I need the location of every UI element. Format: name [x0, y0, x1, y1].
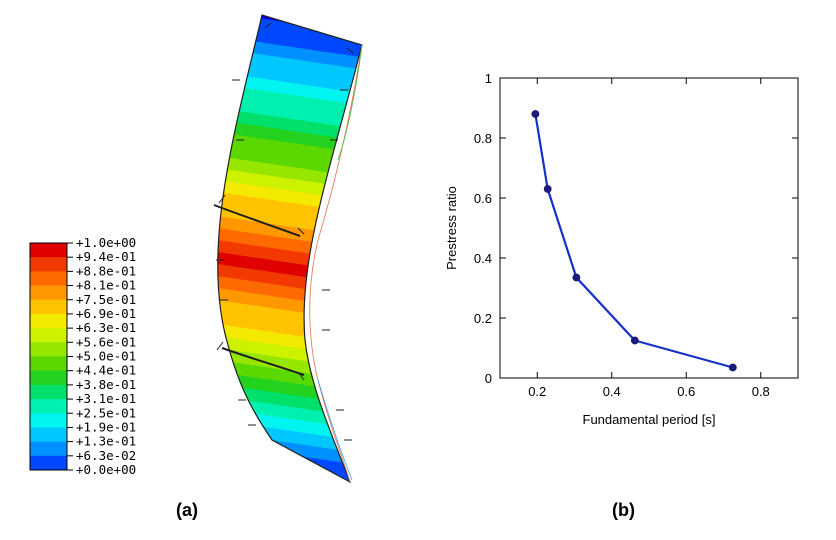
y-tick-label: 0.8 [474, 131, 492, 146]
legend-label: +5.6e-01 [76, 334, 136, 349]
legend-label: +7.5e-01 [76, 292, 136, 307]
legend-label: +1.3e-01 [76, 434, 136, 449]
data-point [572, 273, 581, 282]
panel-b-caption: (b) [612, 500, 635, 520]
legend-label: +8.1e-01 [76, 278, 136, 293]
legend-swatch [30, 285, 67, 301]
data-point [728, 363, 737, 372]
legend-label: +4.4e-01 [76, 363, 136, 378]
legend-swatch [30, 441, 67, 457]
panel-a-caption: (a) [176, 500, 198, 520]
data-point [543, 185, 552, 193]
legend-label: +6.9e-01 [76, 306, 136, 321]
series-points [531, 110, 737, 372]
prestress-ratio-chart: 0 0.2 0.4 0.6 0.8 1 0.2 0.4 0.6 0.8 Fundamental … [444, 71, 799, 427]
y-tick-label: 0.4 [474, 251, 492, 266]
legend-label: +9.4e-01 [76, 249, 136, 264]
y-tick-label: 0 [485, 371, 492, 386]
y-tick-label: 0.2 [474, 311, 492, 326]
legend-swatch [30, 370, 67, 386]
legend-label: +6.3e-01 [76, 320, 136, 335]
y-tick-label: 1 [485, 71, 492, 86]
x-tick-label: 0.6 [677, 384, 695, 399]
x-tick-label: 0.2 [528, 384, 546, 399]
legend-swatch [30, 257, 67, 272]
series-line [534, 113, 734, 369]
legend-swatch [30, 243, 67, 258]
legend-label: +1.0e+00 [76, 235, 136, 250]
contour-plot-panel: +1.0e+00+9.4e-01+8.8e-01+8.1e-01+7.5e-01… [29, 14, 363, 484]
y-tick-label: 0.6 [474, 191, 492, 206]
x-tick-label: 0.4 [603, 384, 621, 399]
data-point [531, 110, 540, 118]
x-tick-label: 0.8 [752, 384, 770, 399]
legend-label: +3.1e-01 [76, 391, 136, 406]
legend-label: +8.8e-01 [76, 263, 136, 278]
legend-label: +6.3e-02 [76, 448, 136, 463]
legend-swatch [30, 299, 67, 315]
legend-label: +2.5e-01 [76, 405, 136, 420]
legend-label: +3.8e-01 [76, 377, 136, 392]
legend-swatch [30, 271, 67, 287]
legend-swatch [30, 356, 67, 372]
deformed-shell-model [213, 14, 363, 484]
y-axis: 0 0.2 0.4 0.6 0.8 1 [474, 71, 798, 386]
legend-swatch [30, 328, 67, 343]
data-point [630, 336, 639, 345]
color-legend: +1.0e+00+9.4e-01+8.8e-01+8.1e-01+7.5e-01… [29, 235, 136, 477]
legend-swatch [30, 455, 67, 471]
legend-label: +1.9e-01 [76, 419, 136, 434]
legend-swatch [30, 427, 67, 443]
plot-frame [499, 77, 799, 379]
y-axis-label: Prestress ratio [444, 186, 459, 270]
legend-swatch [30, 342, 67, 357]
legend-swatch [30, 399, 67, 414]
x-axis-label: Fundamental period [s] [583, 412, 716, 427]
legend-swatch [30, 313, 67, 329]
legend-swatch [30, 413, 67, 428]
legend-swatch [30, 384, 67, 400]
legend-label: +5.0e-01 [76, 349, 136, 364]
legend-label: +0.0e+00 [76, 462, 136, 477]
x-axis: 0.2 0.4 0.6 0.8 [528, 78, 770, 399]
